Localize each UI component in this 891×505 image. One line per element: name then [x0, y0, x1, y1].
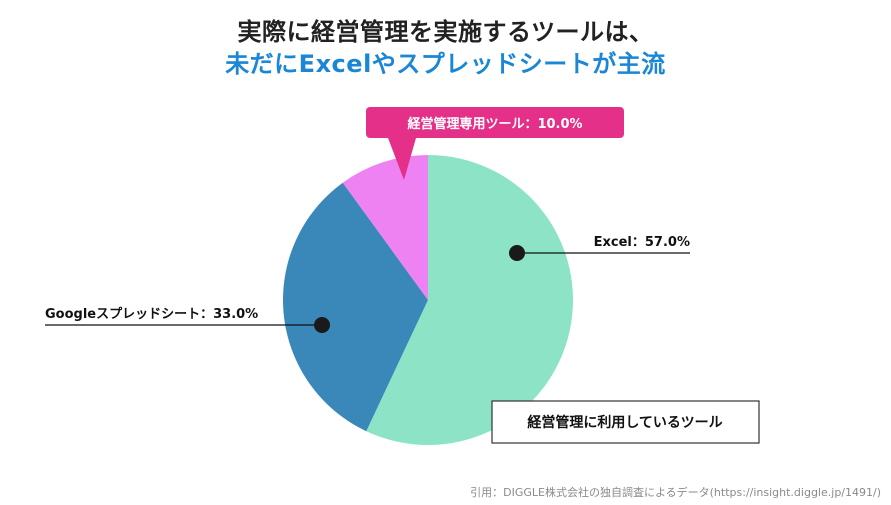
chart-title: 経営管理に利用しているツール — [527, 414, 722, 431]
title-line-1: 実際に経営管理を実施するツールは、 — [237, 18, 654, 46]
pie-slice-0 — [366, 155, 573, 445]
pie-slices — [283, 155, 573, 445]
pie-slice-2 — [342, 155, 428, 300]
chart-title-box — [491, 400, 760, 444]
dedicated-tool-label: 経営管理専用ツール：10.0% — [407, 116, 582, 132]
google-marker — [314, 317, 330, 333]
pie-slice-1 — [283, 182, 428, 432]
google-label: Googleスプレッドシート：33.0% — [45, 307, 258, 322]
excel-label: Excel：57.0% — [594, 235, 690, 250]
title-line-2: 未だにExcelやスプレッドシートが主流 — [225, 50, 666, 78]
source-citation: 引用：DIGGLE株式会社の独自調査によるデータ(https://insight… — [470, 486, 881, 499]
callout-pointer — [388, 138, 416, 180]
callout-box — [366, 107, 624, 138]
excel-marker — [509, 245, 525, 261]
